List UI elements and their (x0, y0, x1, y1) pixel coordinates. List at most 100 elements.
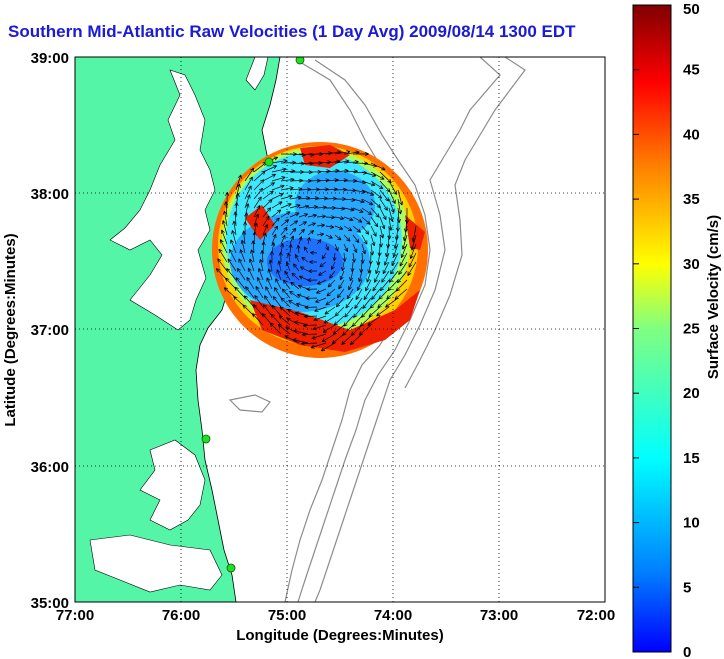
velocity-arrow (311, 333, 327, 340)
velocity-arrow (307, 213, 317, 218)
velocity-arrow (298, 213, 309, 218)
velocity-arrow (244, 176, 253, 191)
velocity-arrow (379, 216, 386, 230)
velocity-arrow (307, 222, 316, 227)
velocity-arrow (345, 297, 354, 309)
velocity-arrow (253, 304, 264, 317)
velocity-arrow (310, 342, 327, 349)
velocity-arrow (289, 220, 299, 227)
velocity-arrow (372, 279, 381, 292)
velocity-arrow (343, 216, 354, 222)
velocity-arrow (360, 252, 365, 264)
velocity-arrow (262, 182, 275, 191)
velocity-arrow (289, 204, 301, 209)
velocity-arrow (290, 281, 300, 290)
velocity-arrow (361, 225, 370, 235)
velocity-arrow (323, 315, 336, 324)
velocity-arrow (361, 234, 368, 245)
map-frame (74, 56, 606, 603)
velocity-arrow (288, 299, 300, 308)
velocity-arrow (278, 251, 283, 263)
velocity-arrow (262, 215, 270, 227)
x-axis-ticks: 77:00 76:00 75:00 74:00 73:00 72:00 (56, 607, 615, 624)
colorbar-tick-label: 10 (683, 515, 700, 532)
map-title: Southern Mid-Atlantic Raw Velocities (1 … (8, 22, 576, 41)
velocity-arrow (307, 205, 318, 210)
velocity-arrow (354, 297, 363, 309)
velocity-arrow (326, 288, 336, 297)
velocity-arrow (397, 189, 404, 206)
velocity-arrow (271, 159, 288, 164)
velocity-arrow (280, 234, 286, 245)
velocity-arrow (266, 277, 273, 290)
velocity-arrow (271, 304, 282, 317)
velocity-arrow (361, 207, 373, 215)
velocity-arrow (315, 297, 327, 303)
velocity-arrow (341, 333, 354, 345)
velocity-arrow (307, 230, 315, 236)
velocity-arrow (379, 225, 385, 239)
velocity-arrow (302, 323, 318, 328)
velocity-arrow (267, 268, 273, 281)
velocity-arrow (352, 234, 360, 243)
velocity-arrow (306, 236, 311, 245)
velocity-arrow (262, 207, 272, 218)
velocity-arrow (271, 233, 277, 245)
velocity-arrow (362, 297, 372, 309)
velocity-arrow (352, 225, 361, 233)
velocity-arrow (280, 203, 292, 209)
velocity-arrow (316, 214, 326, 219)
y-axis-label: Latitude (Degrees:Minutes) (2, 233, 19, 426)
velocity-arrow (221, 220, 228, 236)
velocity-arrow (325, 243, 330, 251)
velocity-arrow (303, 314, 318, 319)
velocity-arrow (409, 243, 417, 260)
velocity-arrow (352, 243, 358, 254)
velocity-arrow (307, 278, 318, 283)
velocity-arrow (234, 202, 239, 218)
velocity-arrow (244, 185, 252, 200)
velocity-arrow (407, 261, 417, 276)
velocity-arrow (321, 252, 327, 260)
velocity-arrow (271, 201, 283, 209)
velocity-arrow (355, 288, 363, 300)
velocity-arrow (332, 324, 345, 335)
velocity-arrow (304, 305, 318, 310)
velocity-arrow (289, 227, 297, 236)
velocity-arrow (321, 333, 336, 343)
y-tick-label: 37:00 (31, 322, 69, 339)
velocity-arrow (272, 296, 282, 308)
velocity-arrow (230, 239, 237, 254)
velocity-arrow (370, 243, 375, 256)
velocity-arrow (225, 277, 237, 290)
velocity-arrow (280, 243, 285, 254)
velocity-arrow (253, 170, 266, 182)
velocity-arrow (312, 324, 327, 331)
velocity-arrow (251, 313, 264, 326)
velocity-arrow (271, 217, 280, 227)
velocity-arrow (309, 259, 318, 265)
x-tick-label: 73:00 (480, 607, 518, 624)
velocity-arrow (332, 252, 337, 262)
grid-lines (75, 57, 605, 602)
velocity-arrow (235, 277, 246, 290)
x-tick-label: 76:00 (162, 607, 200, 624)
pamlico-water (89, 534, 223, 593)
velocity-arrow (262, 190, 274, 200)
velocity-arrow (307, 196, 319, 201)
velocity-arrow (264, 295, 273, 308)
velocity-arrow (349, 333, 363, 345)
x-tick-label: 77:00 (56, 607, 94, 624)
velocity-arrow (251, 240, 256, 254)
velocity-arrow (255, 286, 264, 299)
velocity-arrow (271, 176, 286, 182)
velocity-arrow (370, 225, 377, 237)
velocity-arrow (244, 194, 251, 209)
colorbar-tick-label: 20 (683, 385, 700, 402)
velocity-arrow (316, 205, 327, 210)
velocity-arrow (280, 186, 294, 191)
velocity-arrow (259, 258, 264, 272)
velocity-arrow (316, 232, 325, 237)
velocity-arrow (275, 278, 282, 290)
